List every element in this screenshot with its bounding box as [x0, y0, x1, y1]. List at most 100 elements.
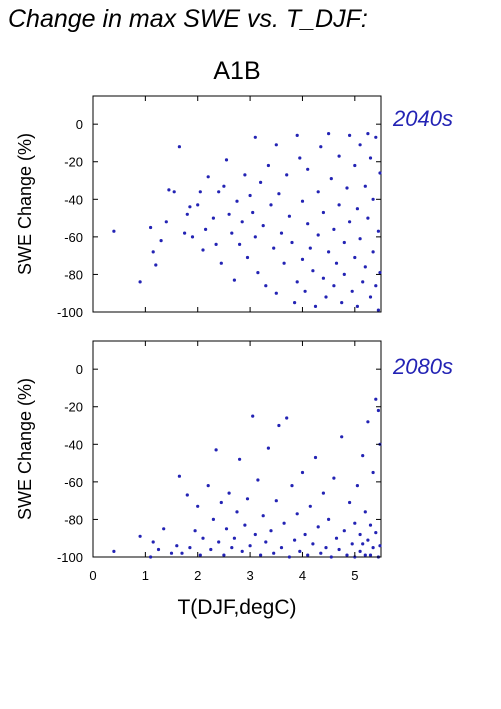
- data-point: [256, 478, 260, 482]
- data-point: [201, 536, 205, 540]
- data-point: [224, 527, 229, 531]
- data-point: [371, 250, 375, 254]
- x-tick-label: 2: [194, 568, 201, 583]
- data-point: [245, 497, 250, 501]
- data-point: [378, 271, 382, 275]
- data-point: [308, 504, 312, 508]
- data-point: [374, 397, 378, 401]
- data-point: [316, 233, 320, 237]
- data-point: [358, 549, 362, 553]
- data-point: [185, 212, 189, 216]
- era-label-2040s: 2040s: [392, 106, 453, 131]
- data-point: [198, 190, 202, 194]
- data-point: [355, 207, 359, 211]
- data-point: [345, 553, 349, 557]
- data-point: [196, 504, 200, 508]
- data-point: [376, 308, 380, 312]
- data-point: [230, 231, 234, 235]
- points-2080s: [112, 397, 382, 559]
- data-point: [240, 220, 244, 224]
- data-point: [251, 210, 255, 215]
- data-point: [232, 536, 236, 540]
- data-point: [177, 474, 181, 478]
- data-point: [169, 551, 174, 555]
- y-tick-label: -60: [64, 475, 83, 490]
- data-point: [363, 184, 367, 188]
- plot-frame-2080s: [92, 340, 382, 558]
- data-point: [363, 553, 367, 557]
- data-point: [329, 555, 333, 559]
- data-point: [259, 180, 263, 184]
- data-point: [363, 510, 367, 514]
- data-point: [319, 145, 323, 149]
- data-point: [188, 546, 192, 550]
- data-point: [206, 484, 210, 488]
- data-point: [266, 446, 270, 450]
- data-point: [282, 521, 286, 525]
- panel-2040s: 0 -20 -40 -60 -80 -100 SWE Change (%) 2040s: [15, 95, 453, 320]
- data-point: [230, 546, 234, 550]
- data-point: [321, 276, 325, 280]
- data-point: [303, 289, 307, 293]
- data-point: [358, 143, 362, 147]
- plot-frame-2040s: [92, 95, 382, 313]
- data-point: [206, 175, 210, 179]
- data-point: [337, 547, 341, 552]
- data-point: [274, 291, 278, 295]
- data-point: [259, 553, 263, 557]
- data-point: [366, 216, 370, 220]
- data-point: [316, 525, 320, 529]
- data-point: [295, 280, 299, 284]
- data-point: [300, 199, 305, 203]
- x-tick-label: 1: [142, 568, 149, 583]
- data-point: [175, 544, 179, 548]
- data-point: [269, 203, 273, 207]
- data-point: [222, 553, 226, 557]
- data-point: [253, 235, 257, 239]
- data-point: [306, 222, 310, 226]
- data-point: [151, 540, 155, 544]
- data-point: [371, 197, 375, 201]
- data-point: [211, 216, 215, 220]
- data-point: [345, 186, 349, 190]
- data-point: [277, 192, 281, 196]
- data-point: [361, 280, 365, 284]
- data-point: [138, 280, 142, 284]
- data-point: [358, 532, 362, 537]
- data-point: [337, 154, 341, 158]
- data-point: [376, 408, 380, 413]
- data-point: [376, 229, 380, 233]
- data-point: [248, 544, 252, 548]
- data-point: [149, 225, 153, 230]
- data-point: [272, 551, 276, 555]
- data-point: [287, 555, 291, 559]
- data-point: [193, 529, 197, 533]
- data-point: [324, 546, 328, 550]
- data-point: [298, 549, 302, 553]
- data-point: [285, 416, 289, 420]
- y-tick-label: -100: [57, 305, 83, 320]
- data-point: [261, 514, 265, 518]
- x-tick-label: 3: [246, 568, 253, 583]
- data-point: [149, 555, 153, 559]
- data-point: [327, 250, 331, 254]
- data-point: [371, 470, 375, 475]
- data-point: [264, 284, 268, 288]
- data-point: [224, 158, 229, 162]
- data-point: [342, 272, 346, 276]
- data-point: [253, 532, 257, 537]
- data-point: [293, 538, 297, 542]
- data-point: [180, 551, 184, 555]
- data-point: [285, 173, 289, 177]
- y-tick-label: -80: [64, 512, 83, 527]
- data-point: [334, 536, 339, 540]
- yticks-2080s: 0 -20 -40 -60 -80 -100: [57, 362, 381, 565]
- data-point: [232, 278, 236, 282]
- data-point: [374, 284, 378, 288]
- data-point: [185, 493, 189, 497]
- data-point: [350, 542, 354, 546]
- data-point: [350, 289, 354, 293]
- data-point: [264, 540, 268, 544]
